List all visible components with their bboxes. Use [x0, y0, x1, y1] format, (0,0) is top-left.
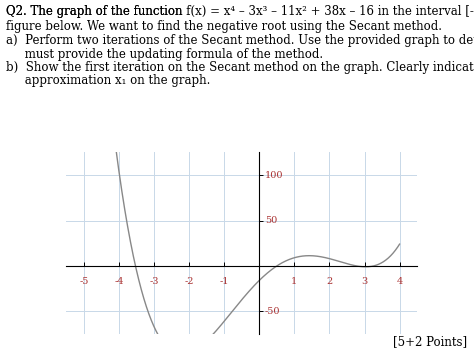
Text: -5: -5	[79, 277, 89, 286]
Text: a)  Perform two iterations of the Secant method. Use the provided graph to deter: a) Perform two iterations of the Secant …	[6, 34, 474, 48]
Text: Q2. The graph of the function: Q2. The graph of the function	[6, 5, 186, 19]
Text: 4: 4	[396, 277, 403, 286]
Text: 2: 2	[326, 277, 333, 286]
Text: must provide the updating formula of the method.: must provide the updating formula of the…	[6, 48, 323, 61]
Text: -4: -4	[114, 277, 124, 286]
Text: b)  Show the first iteration on the Secant method on the graph. Clearly indicate: b) Show the first iteration on the Secan…	[6, 61, 474, 74]
Text: 3: 3	[361, 277, 368, 286]
Text: -1: -1	[219, 277, 229, 286]
Text: 1: 1	[291, 277, 298, 286]
Text: approximation x₁ on the graph.: approximation x₁ on the graph.	[6, 74, 210, 87]
Text: Q2. The graph of the function f(x) = x⁴ – 3x³ – 11x² + 38x – 16 in the interval : Q2. The graph of the function f(x) = x⁴ …	[6, 5, 474, 19]
Text: -3: -3	[149, 277, 159, 286]
Text: -2: -2	[184, 277, 194, 286]
Text: 100: 100	[265, 171, 283, 180]
Text: figure below. We want to find the negative root using the Secant method.: figure below. We want to find the negati…	[6, 20, 442, 33]
Text: -50: -50	[265, 307, 280, 316]
Text: 50: 50	[265, 216, 277, 225]
Text: [5+2 Points]: [5+2 Points]	[393, 335, 467, 348]
